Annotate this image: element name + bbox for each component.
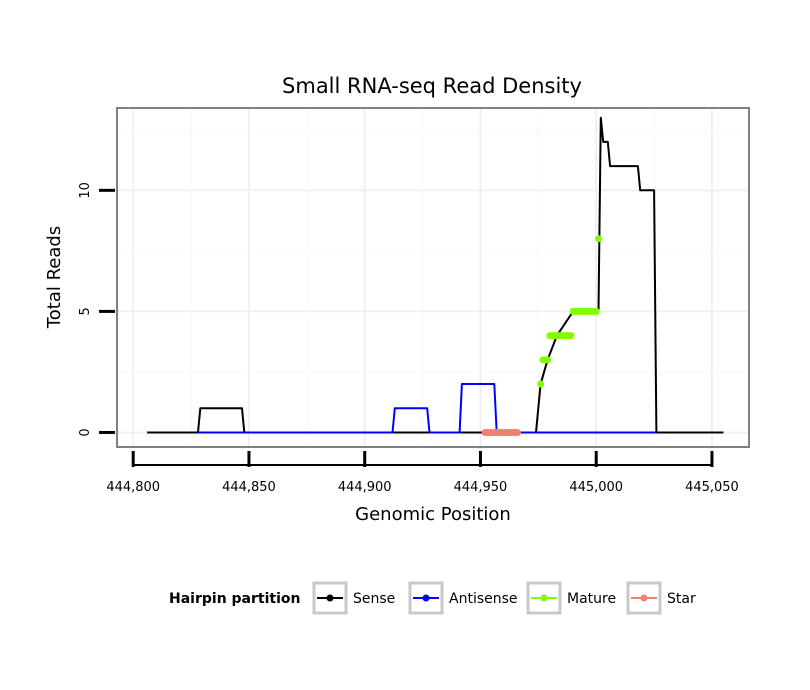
x-tick-label: 444,900 — [338, 480, 392, 495]
plot-panel — [117, 108, 749, 447]
y-tick-label: 5 — [78, 307, 93, 315]
x-axis-title: Genomic Position — [355, 504, 511, 525]
series-mature-point — [592, 307, 600, 315]
chart-title: Small RNA-seq Read Density — [282, 74, 582, 98]
x-tick-label: 444,800 — [106, 480, 160, 495]
legend: Hairpin partition Sense Antisense Mature St… — [169, 581, 696, 615]
legend-key-point — [540, 594, 548, 602]
x-tick-label: 444,850 — [222, 480, 276, 495]
series-mature-point — [567, 332, 575, 340]
legend-key-point — [422, 594, 430, 602]
y-axis-title: Total Reads — [44, 226, 65, 329]
series-mature-point — [544, 356, 552, 364]
legend-key-point — [640, 594, 648, 602]
x-tick-label: 444,950 — [454, 480, 508, 495]
x-tick-label: 445,050 — [685, 480, 739, 495]
series-mature-point — [537, 380, 545, 388]
series-antisense-line — [198, 383, 657, 434]
y-tick-label: 0 — [78, 428, 93, 436]
plot-border — [116, 107, 750, 448]
y-axis: 0 5 10 — [78, 182, 115, 437]
legend-title: Hairpin partition — [169, 591, 300, 607]
legend-label-mature: Mature — [567, 591, 616, 607]
legend-label-antisense: Antisense — [449, 591, 518, 607]
series-mature-point — [595, 235, 603, 243]
x-tick-label: 445,000 — [569, 480, 623, 495]
series-layer — [147, 116, 724, 436]
legend-key-point — [326, 594, 334, 602]
y-tick-label: 10 — [78, 182, 93, 199]
legend-label-sense: Sense — [353, 591, 395, 607]
legend-label-star: Star — [667, 591, 696, 607]
series-star-point — [513, 428, 521, 436]
x-axis: 444,800 444,850 444,900 444,950 445,000 445,0… — [106, 451, 739, 495]
